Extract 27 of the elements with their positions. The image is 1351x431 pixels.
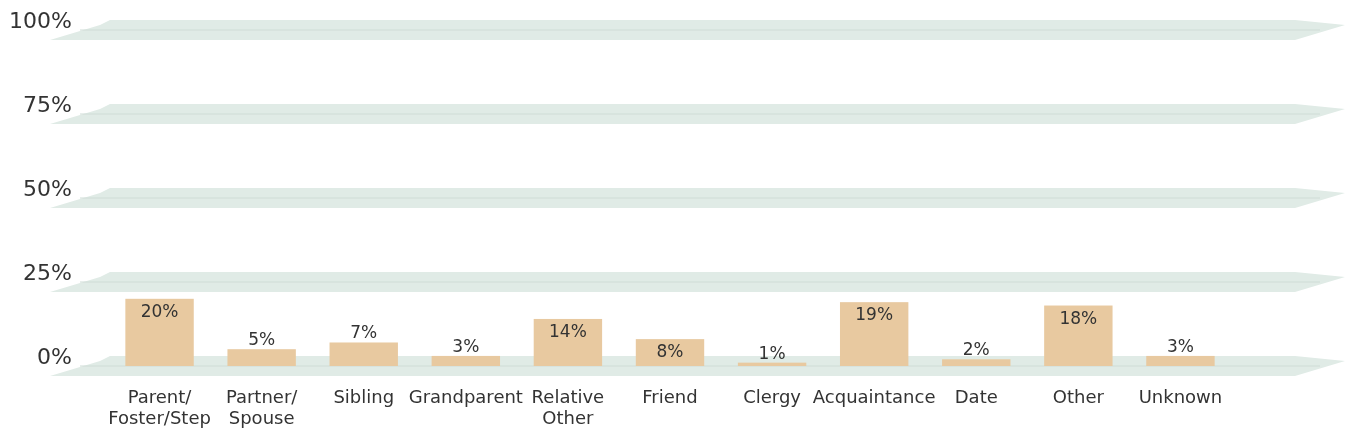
- y-tick-label: 50%: [23, 175, 72, 201]
- x-tick-label: Friend: [642, 386, 698, 407]
- y-tick-label: 100%: [9, 7, 72, 33]
- x-tick-label: Parent/ Foster/Step: [108, 386, 211, 428]
- data-label: 14%: [549, 320, 587, 341]
- x-tick-label: Date: [954, 386, 998, 407]
- y-tick-label: 0%: [37, 343, 72, 369]
- x-tick-label: Relative Other: [531, 386, 605, 428]
- data-label: 7%: [350, 322, 378, 343]
- data-label: 20%: [140, 300, 179, 321]
- x-tick-label: Sibling: [333, 386, 395, 407]
- data-label: 2%: [962, 339, 990, 360]
- y-tick-label: 75%: [23, 91, 72, 117]
- y-tick-label: 25%: [23, 259, 72, 285]
- x-tick-label: Clergy: [743, 386, 802, 407]
- x-tick-label: Unknown: [1138, 386, 1223, 407]
- data-label: 19%: [855, 304, 894, 325]
- data-label: 3%: [452, 335, 480, 356]
- x-tick-label: Other: [1052, 386, 1105, 407]
- x-tick-label: Partner/ Spouse: [225, 386, 299, 428]
- x-tick-label: Grandparent: [408, 386, 523, 407]
- data-label: 5%: [248, 329, 276, 350]
- x-tick-label: Acquaintance: [812, 386, 936, 407]
- data-label: 8%: [656, 341, 684, 362]
- data-label: 1%: [758, 342, 786, 363]
- data-label: 3%: [1166, 335, 1194, 356]
- data-label: 18%: [1059, 307, 1098, 328]
